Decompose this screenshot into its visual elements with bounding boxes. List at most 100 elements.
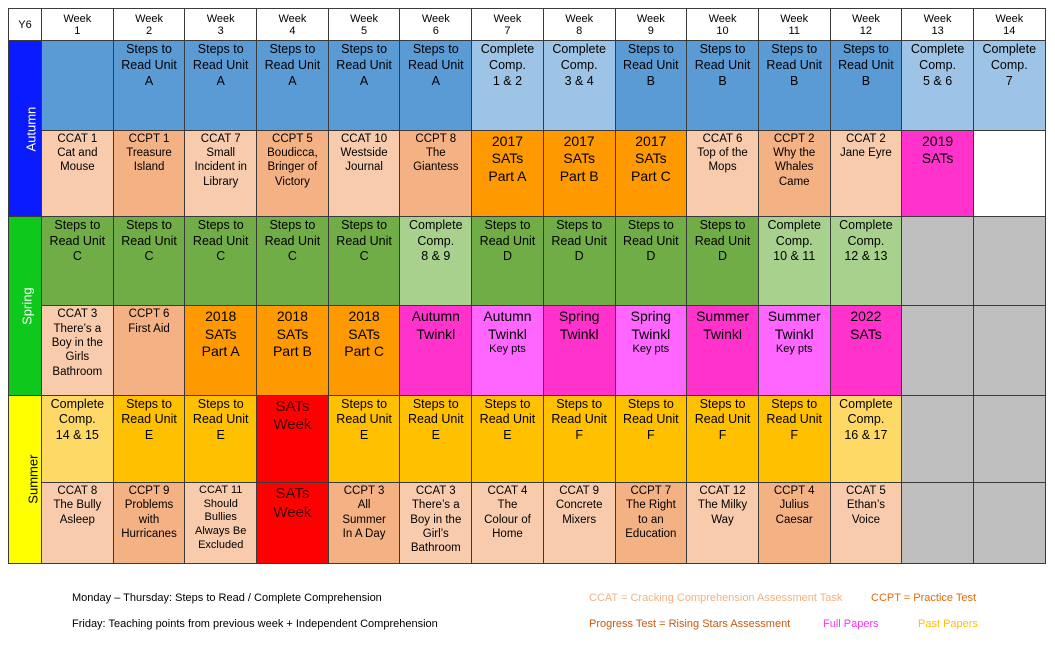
week-header: Week 13	[901, 7, 974, 42]
week-word: Week	[565, 12, 594, 25]
cell-line: Ethan’s	[846, 499, 885, 512]
cell-line: Steps to	[627, 217, 674, 232]
schedule-cell: Steps to Read Unit E	[112, 394, 186, 483]
cell-line: Read Unit	[336, 233, 392, 248]
schedule-cell: Complete Comp. 12 & 13	[829, 215, 903, 307]
schedule-cell: Steps to Read Unit B	[757, 40, 831, 131]
cell-line: Read Unit	[694, 58, 751, 73]
cell-line: Boy in the	[51, 337, 103, 349]
schedule-cell: 2017 SATs Part A	[471, 129, 544, 217]
cell-line: Steps to	[627, 396, 674, 411]
cell-line: A	[431, 73, 440, 88]
cell-line: 2017	[635, 132, 667, 149]
schedule-cell: CCAT 1 Cat and Mouse	[41, 129, 114, 217]
cell-line: Westside	[340, 147, 388, 160]
cell-line: 2017	[563, 132, 595, 149]
cell-line: Comp.	[58, 412, 96, 427]
cell-line: The	[497, 499, 518, 512]
cell-line: Bathroom	[52, 365, 103, 378]
cell-line: Steps to	[556, 396, 603, 411]
cell-line: Way	[711, 513, 734, 526]
schedule-cell	[972, 394, 1046, 483]
schedule-cell: SATs Week	[256, 394, 329, 483]
cell-line: Island	[133, 161, 165, 174]
cell-line: Complete	[839, 217, 893, 232]
cell-line: SATs	[850, 325, 882, 342]
schedule-cell: 2017 SATs Part B	[542, 129, 616, 217]
cell-line: Complete	[50, 396, 105, 411]
cell-line: Excluded	[198, 538, 244, 551]
week-header: Week 8	[542, 7, 616, 42]
cell-line: Hurricanes	[121, 527, 177, 540]
cell-line: Part C	[344, 343, 384, 360]
cell-line: Steps to	[699, 396, 746, 411]
cell-line: Jane Eyre	[840, 147, 892, 160]
cell-line: C	[287, 249, 297, 264]
schedule-cell: CCPT 2 Why the Whales Came	[757, 129, 831, 217]
schedule-cell: CCAT 12 The Milky Way	[686, 481, 759, 565]
schedule-cell: Steps to Read Unit D	[686, 215, 759, 307]
cell-line: Comp.	[847, 412, 885, 427]
cell-line: Read Unit	[766, 58, 823, 73]
cell-line: Always Be	[195, 525, 247, 538]
cell-line: E	[503, 427, 512, 442]
schedule-cell: CCAT 11 Should Bullies Always Be Excluded	[184, 481, 258, 565]
schedule-cell: Steps to Read Unit D	[542, 215, 616, 307]
schedule-cell	[901, 215, 974, 307]
cell-line: Read Unit	[336, 58, 392, 73]
schedule-cell: Complete Comp. 16 & 17	[829, 394, 903, 483]
week-header: Week 6	[399, 7, 473, 42]
cell-line: Steps to	[341, 217, 388, 232]
cell-line: SATs	[275, 397, 310, 415]
schedule-cell: SATs Week	[256, 481, 329, 565]
week-number: 12	[859, 24, 873, 37]
schedule-cell: CCAT 6 Top of the Mops	[686, 129, 759, 217]
cell-line: Twinkl	[703, 325, 742, 342]
schedule-cell: Steps to Read Unit A	[327, 40, 401, 131]
cell-line: Read Unit	[551, 412, 607, 427]
cell-line: D	[646, 249, 656, 264]
cell-line: 2018	[205, 308, 237, 325]
cell-line: 10 & 11	[773, 249, 816, 264]
cell-line: Part A	[488, 167, 527, 184]
cell-line: Steps to	[126, 217, 172, 232]
cell-line: Part B	[559, 167, 599, 184]
cell-line: Mops	[708, 161, 737, 174]
cell-line: Twinkl	[631, 325, 671, 342]
cell-line: The Bully	[53, 499, 102, 512]
cell-line: First Aid	[128, 322, 170, 335]
cell-line: D	[502, 249, 512, 264]
cell-line: Victory	[274, 175, 310, 188]
schedule-cell: Steps to Read Unit C	[256, 215, 329, 307]
cell-line: Read Unit	[264, 58, 321, 73]
schedule-cell: Steps to Read Unit F	[542, 394, 616, 483]
cell-line: Read Unit	[766, 412, 823, 427]
week-number: 6	[432, 24, 439, 37]
schedule-cell: Steps to Read Unit F	[614, 394, 688, 483]
cell-line: CCPT 8	[415, 132, 457, 145]
schedule-cell: Complete Comp. 5 & 6	[901, 40, 974, 131]
week-word: Week	[350, 12, 379, 25]
cell-line: Steps to	[484, 217, 531, 232]
cell-line: F	[575, 427, 583, 442]
cell-line: SATs	[921, 150, 954, 167]
schedule-cell	[901, 305, 974, 396]
term-name: Summer	[25, 454, 41, 504]
schedule-cell: Complete Comp. 3 & 4	[542, 40, 616, 131]
schedule-cell: Steps to Read Unit F	[757, 394, 831, 483]
cell-line: SATs	[491, 150, 524, 167]
schedule-cell: 2018 SATs Part B	[256, 305, 329, 396]
cell-line: CCAT 3	[415, 484, 456, 497]
schedule-cell: Steps to Read Unit D	[471, 215, 544, 307]
cell-line: Read Unit	[694, 412, 751, 427]
cell-line: There’s a	[411, 499, 460, 512]
cell-line: 2019	[922, 132, 954, 149]
reading-timetable: Y6 Week 1 Week 2 Week 3 Week 4 Week 5 Week 6 Week 7 Wee…	[8, 7, 1046, 565]
schedule-cell: Steps to Read Unit C	[184, 215, 258, 307]
cell-line: Boudicca,	[267, 147, 318, 160]
cell-line: Julius	[779, 499, 809, 512]
cell-line: Comp.	[847, 233, 885, 248]
cell-line: C	[72, 249, 82, 264]
cell-line: C	[359, 249, 369, 264]
week-header: Week 4	[256, 7, 329, 42]
